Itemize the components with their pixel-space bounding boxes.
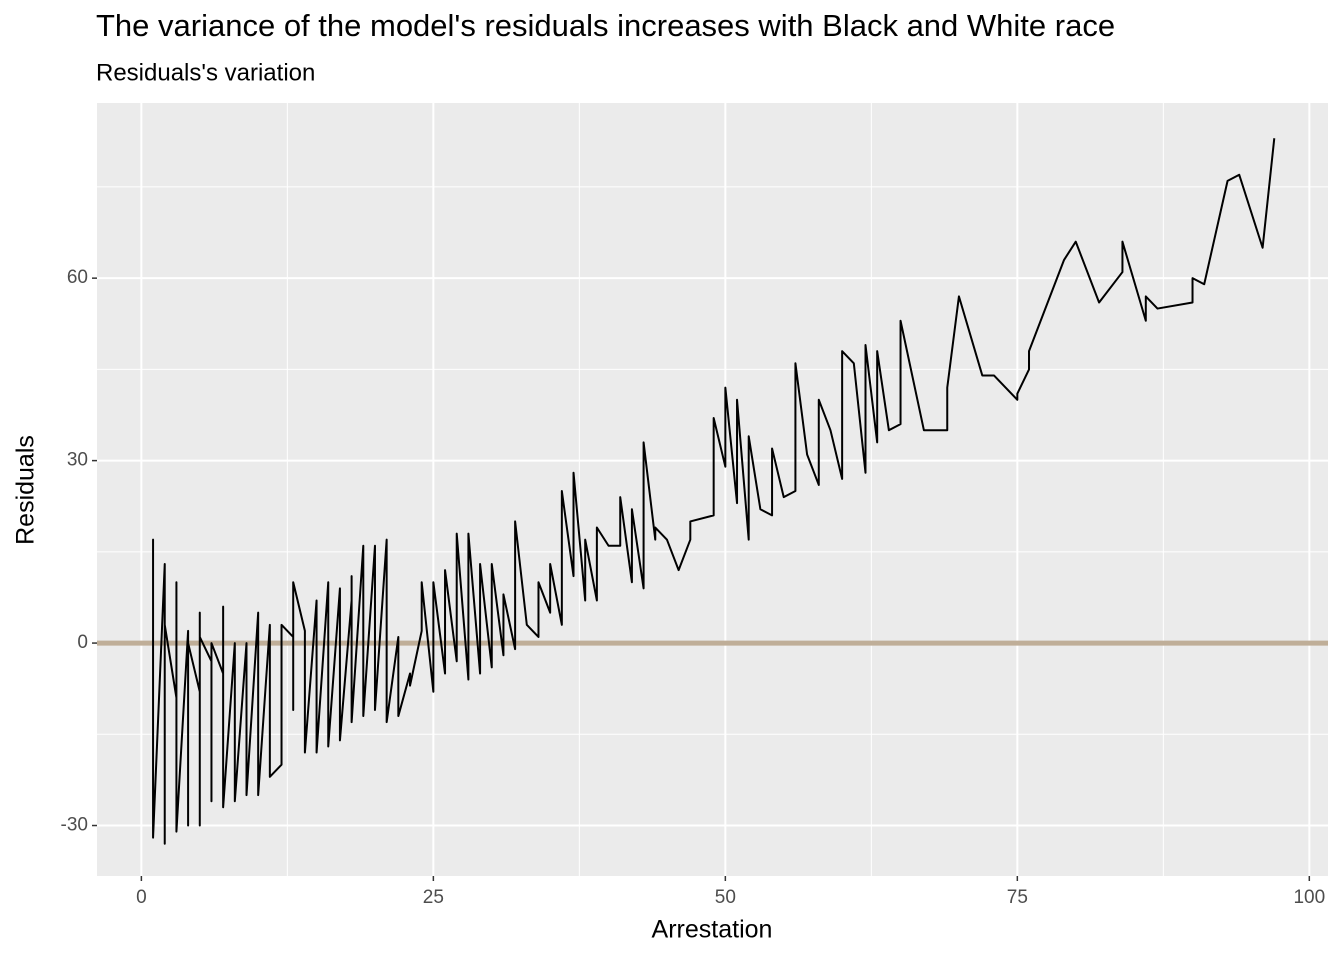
y-tick-label: -30 bbox=[61, 815, 88, 836]
x-tick-label: 0 bbox=[136, 887, 147, 908]
y-tick-label: 60 bbox=[67, 267, 88, 288]
y-tick-label: 0 bbox=[77, 632, 88, 653]
y-tick-label: 30 bbox=[67, 450, 88, 471]
x-tick-label: 25 bbox=[423, 887, 444, 908]
plot-panel bbox=[97, 103, 1328, 876]
data-line bbox=[152, 138, 1276, 845]
x-axis-label: Arrestation bbox=[652, 916, 773, 944]
y-axis-label: Residuals bbox=[12, 435, 40, 545]
x-tick-label: 75 bbox=[1007, 887, 1028, 908]
chart-subtitle: Residuals's variation bbox=[96, 59, 315, 86]
x-tick-label: 100 bbox=[1293, 887, 1325, 908]
chart-title: The variance of the model's residuals in… bbox=[96, 8, 1115, 43]
x-tick-label: 50 bbox=[715, 887, 736, 908]
